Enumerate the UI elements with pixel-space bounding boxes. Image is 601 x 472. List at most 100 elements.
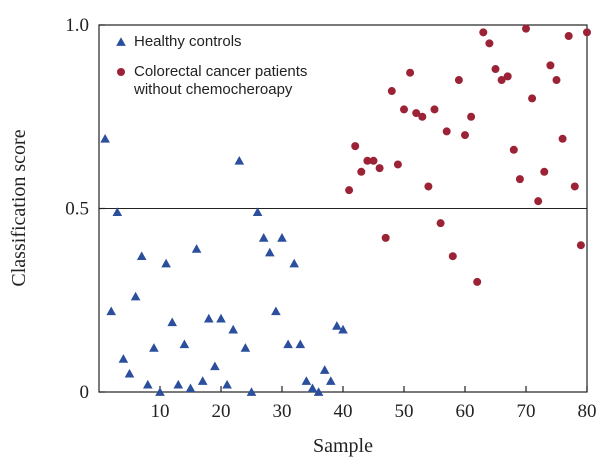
healthy-control-point (210, 361, 220, 371)
healthy-control-point (204, 313, 214, 323)
healthy-control-point (155, 387, 165, 396)
cancer-patient-point (369, 156, 378, 165)
healthy-control-point (191, 244, 202, 253)
healthy-control-point (338, 324, 348, 334)
cancer-patient-point (467, 112, 476, 121)
cancer-patient-point (570, 182, 579, 191)
healthy-control-point (185, 383, 196, 393)
cancer-patient-point (351, 142, 360, 151)
cancer-patient-point (393, 160, 402, 169)
cancer-patient-point (473, 277, 482, 286)
cancer-patient-point (345, 186, 354, 195)
legend-triangle-icon (116, 37, 126, 46)
cancer-patient-point (400, 105, 408, 114)
cancer-patient-point (406, 68, 415, 77)
healthy-control-point (246, 387, 257, 396)
healthy-control-point (277, 233, 287, 242)
healthy-control-point (197, 376, 208, 385)
healthy-control-point (149, 343, 159, 352)
cancer-patient-point (357, 167, 366, 176)
cancer-patient-point (576, 241, 585, 250)
cancer-patient-point (558, 134, 567, 143)
healthy-control-point (332, 321, 342, 330)
healthy-control-point (313, 387, 324, 396)
cancer-patient-point (436, 219, 445, 228)
healthy-control-point (118, 354, 129, 363)
x-tick-label: 40 (334, 401, 353, 422)
healthy-control-point (271, 306, 281, 316)
cancer-patient-point (546, 61, 555, 70)
healthy-control-point (258, 233, 269, 242)
cancer-patient-point (540, 167, 549, 176)
cancer-patient-point (583, 28, 591, 37)
healthy-control-point (136, 251, 147, 261)
y-tick-label: 1.0 (65, 15, 89, 36)
x-axis-title: Sample (313, 435, 373, 457)
healthy-control-point (265, 247, 275, 257)
healthy-control-point (234, 155, 245, 165)
legend-label: Healthy controls (134, 33, 242, 50)
healthy-control-point (307, 383, 318, 393)
cancer-patient-point (461, 131, 469, 140)
x-tick-label: 30 (273, 401, 292, 422)
healthy-control-point (173, 379, 184, 389)
x-tick-label: 70 (517, 401, 536, 422)
cancer-patient-point (363, 156, 372, 165)
cancer-patient-point (552, 76, 561, 85)
legend-label: Colorectal cancer patients (134, 63, 307, 80)
x-tick-label: 80 (578, 401, 597, 422)
cancer-patient-point (534, 197, 543, 206)
y-tick-label: 0 (80, 382, 90, 403)
data-points (100, 24, 591, 396)
cancer-patient-point (528, 94, 537, 103)
cancer-patient-point (497, 76, 506, 85)
healthy-control-point (240, 343, 251, 352)
healthy-control-point (228, 324, 238, 334)
healthy-control-point (124, 368, 135, 378)
healthy-control-point (301, 376, 312, 385)
healthy-control-point (106, 306, 116, 316)
cancer-patient-point (522, 24, 530, 33)
x-tick-label: 60 (456, 401, 475, 422)
x-tick-label: 20 (212, 401, 231, 422)
healthy-control-point (216, 313, 226, 323)
y-axis-title: Classification score (8, 129, 30, 286)
healthy-control-point (326, 376, 336, 385)
x-tick-label: 50 (395, 401, 414, 422)
healthy-control-point (252, 207, 263, 217)
cancer-patient-point (387, 87, 396, 96)
cancer-patient-point (448, 252, 457, 261)
healthy-control-point (283, 339, 293, 349)
healthy-control-point (222, 379, 232, 389)
healthy-control-point (130, 291, 141, 301)
cancer-patient-point (485, 39, 494, 48)
healthy-control-point (167, 317, 177, 327)
y-tick-label: 0.5 (65, 199, 89, 220)
cancer-patient-point (375, 164, 384, 173)
cancer-patient-point (479, 28, 488, 37)
healthy-control-point (179, 339, 190, 349)
cancer-patient-point (418, 112, 427, 121)
legend: Healthy controls Colorectal cancer patien… (116, 33, 307, 98)
cancer-patient-point (424, 182, 433, 191)
x-tick-label: 10 (151, 401, 170, 422)
healthy-control-point (289, 258, 299, 268)
cancer-patient-point (442, 127, 451, 136)
healthy-control-point (319, 365, 330, 374)
legend-circle-icon (117, 68, 125, 76)
cancer-patient-point (430, 105, 439, 114)
cancer-patient-point (381, 233, 390, 242)
legend-label: without chemocheroapy (133, 81, 293, 98)
healthy-control-point (100, 133, 110, 143)
cancer-patient-point (509, 145, 518, 154)
y-axis: 0 0.5 1.0 (65, 15, 105, 403)
cancer-patient-point (564, 32, 573, 41)
cancer-patient-point (491, 65, 500, 74)
healthy-control-point (295, 339, 306, 349)
cancer-patient-point (412, 109, 421, 118)
healthy-control-point (161, 258, 171, 268)
healthy-control-point (112, 207, 123, 217)
cancer-patient-point (454, 76, 463, 85)
cancer-patient-point (503, 72, 512, 81)
